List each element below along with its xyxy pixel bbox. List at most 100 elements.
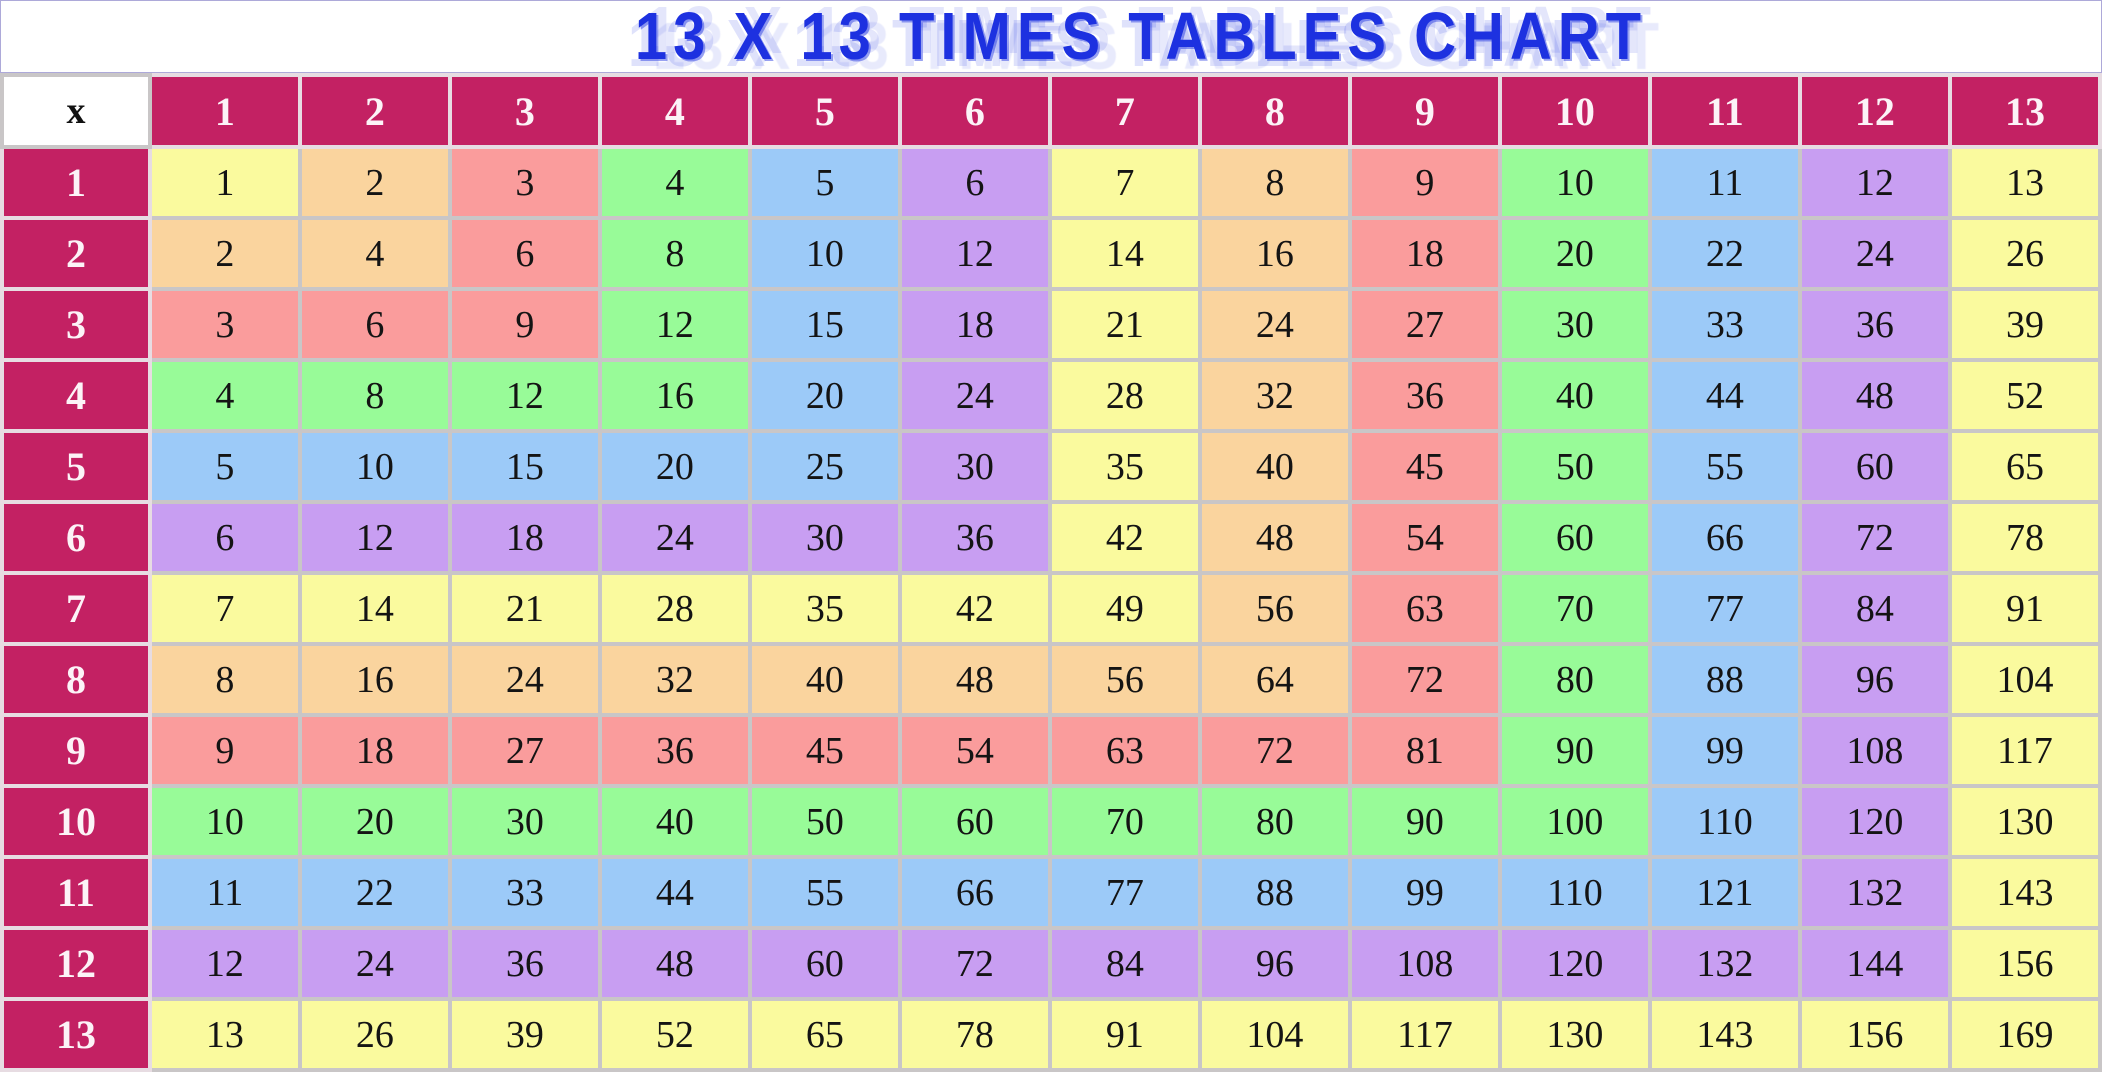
product-cell-3x12: 36 <box>1797 287 1952 362</box>
product-cell-4x13: 52 <box>1947 358 2102 433</box>
product-cell-12x1: 12 <box>147 926 302 1001</box>
row-header-13: 13 <box>0 997 152 1072</box>
product-cell-9x12: 108 <box>1797 713 1952 788</box>
row-header-5: 5 <box>0 429 152 504</box>
product-cell-10x8: 80 <box>1197 784 1352 859</box>
product-cell-7x9: 63 <box>1347 571 1502 646</box>
product-cell-7x3: 21 <box>447 571 602 646</box>
product-cell-1x11: 11 <box>1647 145 1802 220</box>
product-cell-13x11: 143 <box>1647 997 1802 1072</box>
product-cell-12x9: 108 <box>1347 926 1502 1001</box>
product-cell-10x10: 100 <box>1497 784 1652 859</box>
product-cell-9x11: 99 <box>1647 713 1802 788</box>
product-cell-2x8: 16 <box>1197 216 1352 291</box>
product-cell-5x2: 10 <box>297 429 452 504</box>
product-cell-12x2: 24 <box>297 926 452 1001</box>
product-cell-5x9: 45 <box>1347 429 1502 504</box>
product-cell-1x5: 5 <box>747 145 902 220</box>
product-cell-3x13: 39 <box>1947 287 2102 362</box>
title-band: 13 X 13 TIMES TABLES CHART <box>0 0 2102 73</box>
product-cell-7x8: 56 <box>1197 571 1352 646</box>
product-cell-4x10: 40 <box>1497 358 1652 433</box>
column-header-2: 2 <box>297 73 452 149</box>
product-cell-9x1: 9 <box>147 713 302 788</box>
product-cell-7x11: 77 <box>1647 571 1802 646</box>
product-cell-5x10: 50 <box>1497 429 1652 504</box>
product-cell-5x11: 55 <box>1647 429 1802 504</box>
product-cell-7x1: 7 <box>147 571 302 646</box>
product-cell-12x8: 96 <box>1197 926 1352 1001</box>
product-cell-1x10: 10 <box>1497 145 1652 220</box>
product-cell-1x3: 3 <box>447 145 602 220</box>
product-cell-2x4: 8 <box>597 216 752 291</box>
product-cell-9x9: 81 <box>1347 713 1502 788</box>
table-body: 1 1 2 3 4 5 6 7 8 9 10 11 12 13 2 2 4 6 8 10 12 14 16 18 20 22 24 2… <box>0 145 2102 1072</box>
column-header-13: 13 <box>1947 73 2102 149</box>
product-cell-6x2: 12 <box>297 500 452 575</box>
product-cell-6x3: 18 <box>447 500 602 575</box>
table-row-3: 3 3 6 9 12 15 18 21 24 27 30 33 36 39 <box>0 287 2102 362</box>
product-cell-5x13: 65 <box>1947 429 2102 504</box>
product-cell-7x2: 14 <box>297 571 452 646</box>
product-cell-9x6: 54 <box>897 713 1052 788</box>
product-cell-8x6: 48 <box>897 642 1052 717</box>
product-cell-3x1: 3 <box>147 287 302 362</box>
product-cell-9x3: 27 <box>447 713 602 788</box>
column-header-1: 1 <box>147 73 302 149</box>
column-header-5: 5 <box>747 73 902 149</box>
product-cell-8x1: 8 <box>147 642 302 717</box>
product-cell-13x7: 91 <box>1047 997 1202 1072</box>
product-cell-2x13: 26 <box>1947 216 2102 291</box>
product-cell-6x4: 24 <box>597 500 752 575</box>
product-cell-11x5: 55 <box>747 855 902 930</box>
product-cell-12x5: 60 <box>747 926 902 1001</box>
product-cell-3x4: 12 <box>597 287 752 362</box>
product-cell-12x13: 156 <box>1947 926 2102 1001</box>
product-cell-13x8: 104 <box>1197 997 1352 1072</box>
product-cell-8x2: 16 <box>297 642 452 717</box>
product-cell-6x7: 42 <box>1047 500 1202 575</box>
product-cell-12x10: 120 <box>1497 926 1652 1001</box>
product-cell-8x5: 40 <box>747 642 902 717</box>
product-cell-1x12: 12 <box>1797 145 1952 220</box>
product-cell-10x7: 70 <box>1047 784 1202 859</box>
product-cell-6x1: 6 <box>147 500 302 575</box>
product-cell-2x12: 24 <box>1797 216 1952 291</box>
table-row-8: 8 8 16 24 32 40 48 56 64 72 80 88 96 104 <box>0 642 2102 717</box>
table-row-5: 5 5 10 15 20 25 30 35 40 45 50 55 60 65 <box>0 429 2102 504</box>
table-row-9: 9 9 18 27 36 45 54 63 72 81 90 99 108 117 <box>0 713 2102 788</box>
product-cell-8x10: 80 <box>1497 642 1652 717</box>
product-cell-4x8: 32 <box>1197 358 1352 433</box>
product-cell-4x3: 12 <box>447 358 602 433</box>
product-cell-8x12: 96 <box>1797 642 1952 717</box>
product-cell-9x5: 45 <box>747 713 902 788</box>
product-cell-8x13: 104 <box>1947 642 2102 717</box>
product-cell-7x12: 84 <box>1797 571 1952 646</box>
column-header-11: 11 <box>1647 73 1802 149</box>
product-cell-8x11: 88 <box>1647 642 1802 717</box>
product-cell-2x2: 4 <box>297 216 452 291</box>
product-cell-8x8: 64 <box>1197 642 1352 717</box>
column-header-10: 10 <box>1497 73 1652 149</box>
product-cell-11x9: 99 <box>1347 855 1502 930</box>
product-cell-2x6: 12 <box>897 216 1052 291</box>
column-header-4: 4 <box>597 73 752 149</box>
product-cell-11x11: 121 <box>1647 855 1802 930</box>
product-cell-3x7: 21 <box>1047 287 1202 362</box>
column-header-6: 6 <box>897 73 1052 149</box>
product-cell-5x8: 40 <box>1197 429 1352 504</box>
product-cell-1x2: 2 <box>297 145 452 220</box>
product-cell-9x4: 36 <box>597 713 752 788</box>
product-cell-10x13: 130 <box>1947 784 2102 859</box>
product-cell-13x4: 52 <box>597 997 752 1072</box>
product-cell-4x2: 8 <box>297 358 452 433</box>
product-cell-12x12: 144 <box>1797 926 1952 1001</box>
product-cell-9x13: 117 <box>1947 713 2102 788</box>
product-cell-6x13: 78 <box>1947 500 2102 575</box>
product-cell-7x4: 28 <box>597 571 752 646</box>
product-cell-13x9: 117 <box>1347 997 1502 1072</box>
product-cell-3x8: 24 <box>1197 287 1352 362</box>
product-cell-11x7: 77 <box>1047 855 1202 930</box>
product-cell-5x3: 15 <box>447 429 602 504</box>
product-cell-1x9: 9 <box>1347 145 1502 220</box>
